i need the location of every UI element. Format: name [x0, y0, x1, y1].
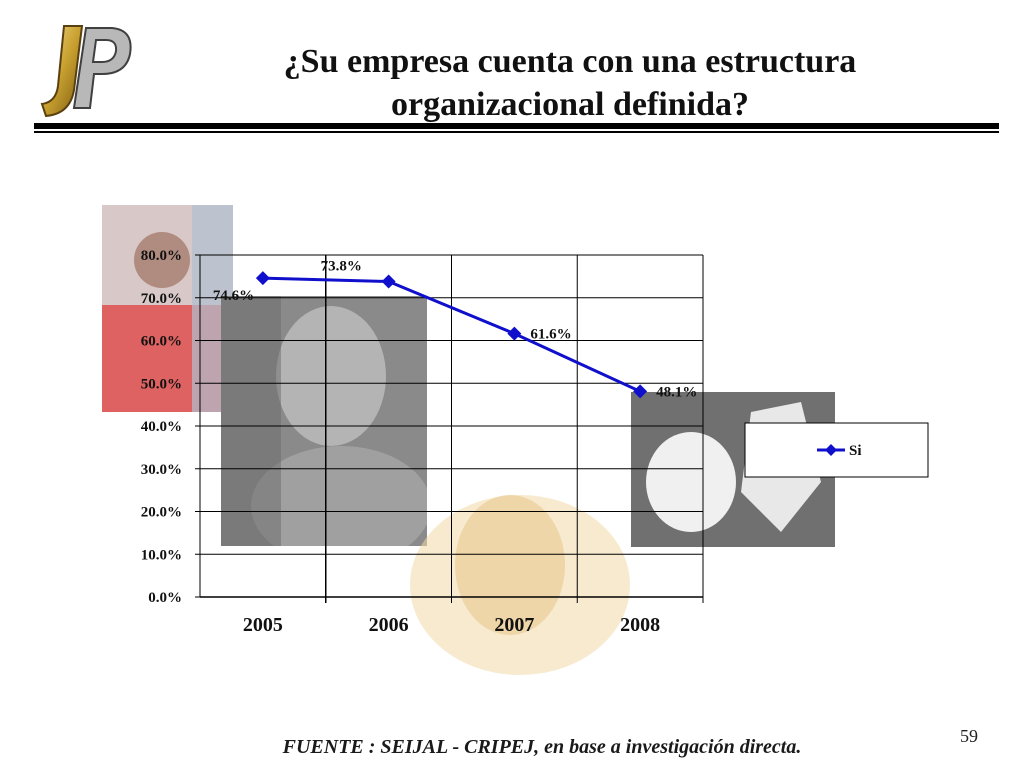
data-point-marker: [381, 274, 396, 289]
source-note: FUENTE : SEIJAL - CRIPEJ, en base a inve…: [0, 736, 1024, 759]
y-tick-label: 10.0%: [141, 547, 182, 563]
legend-marker: [825, 444, 837, 456]
y-tick-label: 40.0%: [141, 419, 182, 435]
legend-label-si: Si: [849, 443, 862, 459]
y-tick-label: 60.0%: [141, 334, 182, 350]
background-photo-shoe: [410, 495, 630, 675]
x-tick-label: 2007: [494, 614, 534, 636]
y-tick-label: 80.0%: [141, 248, 182, 264]
background-photo-woman: [102, 205, 233, 412]
y-tick-label: 0.0%: [148, 590, 182, 606]
data-label: 74.6%: [213, 288, 254, 304]
data-label: 73.8%: [321, 259, 362, 275]
y-tick-label: 30.0%: [141, 462, 182, 478]
jp-logo: [40, 25, 132, 118]
title-rule-thin: [34, 131, 999, 133]
y-tick-label: 50.0%: [141, 376, 182, 392]
source-text: FUENTE : SEIJAL - CRIPEJ, en base a inve…: [282, 736, 802, 758]
data-point-marker: [507, 326, 522, 341]
x-tick-label: 2008: [620, 614, 660, 636]
page-number: 59: [960, 726, 978, 746]
series-line-si: [262, 276, 641, 393]
title-rule: [34, 123, 999, 129]
x-tick-label: 2005: [243, 614, 283, 636]
data-label: 61.6%: [530, 327, 571, 343]
data-point-marker: [633, 384, 648, 399]
data-point-marker: [255, 271, 270, 286]
y-tick-label: 70.0%: [141, 291, 182, 307]
x-tick-label: 2006: [369, 614, 409, 636]
slide-title: ¿Su empresa cuenta con una estructura or…: [283, 43, 857, 123]
data-label: 48.1%: [656, 384, 697, 400]
y-tick-label: 20.0%: [141, 505, 182, 521]
